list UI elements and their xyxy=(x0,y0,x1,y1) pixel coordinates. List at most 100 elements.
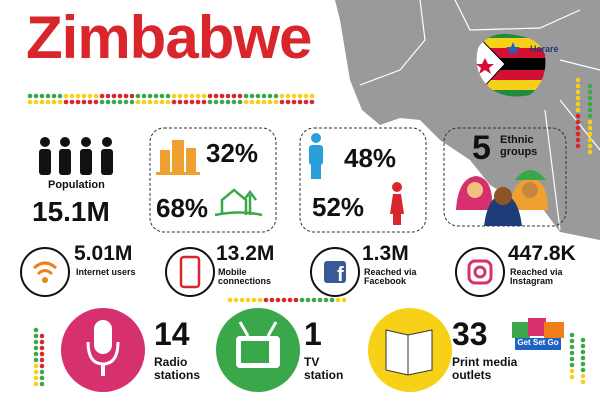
dot xyxy=(575,83,581,89)
map-borders xyxy=(359,0,600,231)
dot xyxy=(569,374,575,380)
dot xyxy=(309,93,315,99)
dot xyxy=(33,99,39,105)
dot xyxy=(231,93,237,99)
dot xyxy=(33,327,39,333)
dot xyxy=(575,137,581,143)
dot xyxy=(201,99,207,105)
logo xyxy=(512,318,564,350)
dot xyxy=(575,95,581,101)
dot xyxy=(87,93,93,99)
dot xyxy=(51,99,57,105)
dot xyxy=(75,99,81,105)
dot xyxy=(575,125,581,131)
dot xyxy=(123,93,129,99)
dot xyxy=(141,93,147,99)
dot xyxy=(159,99,165,105)
media-value: 1 xyxy=(304,316,322,352)
ethnic-value: 5 xyxy=(472,129,491,167)
dot xyxy=(587,143,593,149)
dot xyxy=(195,99,201,105)
dot xyxy=(171,93,177,99)
dot xyxy=(243,99,249,105)
dot xyxy=(587,95,593,101)
dot xyxy=(147,99,153,105)
dot xyxy=(279,99,285,105)
dot xyxy=(237,99,243,105)
dot xyxy=(213,93,219,99)
dot xyxy=(587,113,593,119)
dot xyxy=(233,297,239,303)
dot xyxy=(569,332,575,338)
dot xyxy=(201,93,207,99)
dot xyxy=(267,93,273,99)
dot xyxy=(317,297,323,303)
media-label: TV station xyxy=(304,355,344,382)
dot xyxy=(225,93,231,99)
dot xyxy=(189,99,195,105)
dot xyxy=(75,93,81,99)
digital-icon-circles xyxy=(20,247,505,297)
media-value: 33 xyxy=(452,316,488,352)
dot xyxy=(249,99,255,105)
dot xyxy=(39,375,45,381)
dot xyxy=(93,99,99,105)
digital-icons: f xyxy=(32,255,493,289)
dot xyxy=(39,345,45,351)
ethnic-label: Ethnic groups xyxy=(500,134,538,158)
dot xyxy=(257,297,263,303)
dot xyxy=(587,131,593,137)
dot xyxy=(580,379,586,385)
dot xyxy=(580,367,586,373)
dot xyxy=(285,99,291,105)
dot xyxy=(39,381,45,387)
dot xyxy=(569,338,575,344)
dot xyxy=(141,99,147,105)
dot xyxy=(293,297,299,303)
dot xyxy=(580,349,586,355)
dot xyxy=(39,363,45,369)
dot xyxy=(569,350,575,356)
dot xyxy=(33,369,39,375)
dot xyxy=(580,343,586,349)
dot xyxy=(183,93,189,99)
logo-text: Get Set Go xyxy=(517,338,559,347)
dot xyxy=(329,297,335,303)
dot xyxy=(147,93,153,99)
digital-label: Reached via Facebook xyxy=(364,267,417,287)
dot xyxy=(291,93,297,99)
dot xyxy=(255,93,261,99)
dot xyxy=(335,297,341,303)
dot xyxy=(33,93,39,99)
urban-value: 32% xyxy=(206,138,259,168)
dot xyxy=(569,344,575,350)
dot xyxy=(63,93,69,99)
dot xyxy=(580,337,586,343)
dot xyxy=(239,297,245,303)
dot xyxy=(285,93,291,99)
dot xyxy=(63,99,69,105)
dot xyxy=(580,361,586,367)
dot xyxy=(117,99,123,105)
title: Zimbabwe xyxy=(26,4,312,71)
dot xyxy=(153,99,159,105)
dot xyxy=(39,99,45,105)
dot xyxy=(575,77,581,83)
dot xyxy=(105,93,111,99)
city-icon xyxy=(156,140,200,175)
dot xyxy=(569,368,575,374)
dot xyxy=(587,89,593,95)
dot xyxy=(33,363,39,369)
media-label: Print media outlets xyxy=(452,355,518,382)
dot xyxy=(207,93,213,99)
dot xyxy=(587,149,593,155)
dot xyxy=(33,351,39,357)
dot xyxy=(87,99,93,105)
dot xyxy=(171,99,177,105)
dot xyxy=(569,362,575,368)
digital-value: 1.3M xyxy=(362,242,409,265)
dot xyxy=(33,333,39,339)
dot xyxy=(580,373,586,379)
dot xyxy=(303,99,309,105)
